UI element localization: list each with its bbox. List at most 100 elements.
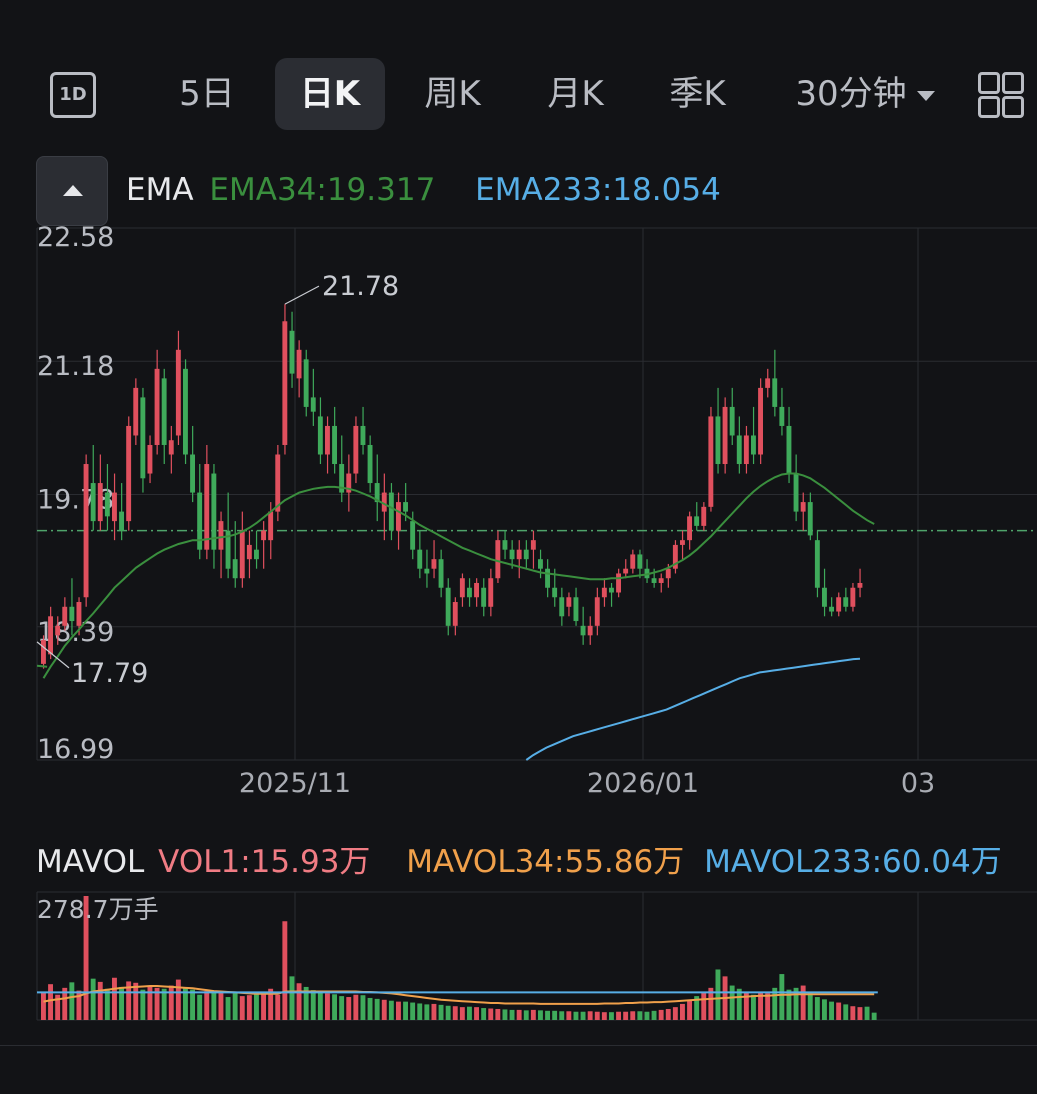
candle-body [502, 540, 508, 550]
volume-bar [346, 997, 352, 1020]
candle-body [104, 492, 110, 517]
candle-body [197, 492, 203, 550]
tab-5day[interactable]: 5日 [179, 74, 235, 114]
volume-bar [104, 988, 110, 1020]
volume-bar [758, 991, 763, 1020]
volume-bar [126, 981, 132, 1020]
volume-bar [665, 1008, 671, 1020]
candle-body [758, 387, 763, 455]
candle-body [601, 587, 607, 598]
volume-bar [623, 1011, 629, 1020]
candle-body [623, 568, 629, 574]
candle-body [268, 511, 274, 541]
volume-bar [459, 1007, 465, 1020]
volume-bar [90, 978, 96, 1020]
tab-week-k[interactable]: 周K [424, 74, 481, 114]
volume-bar [254, 994, 259, 1020]
volume-bar [701, 992, 707, 1020]
volume-bar [445, 1005, 451, 1020]
volume-bar [552, 1010, 558, 1020]
tab-30min-label: 30分钟 [795, 74, 907, 114]
candle-body [346, 473, 352, 493]
candle-body [112, 492, 117, 522]
volume-bar [481, 1008, 487, 1020]
candle-body [374, 483, 380, 503]
candle-body [630, 554, 636, 569]
period-tabs: 1D 5日 日K 周K 月K 季K 30分钟 [0, 58, 1037, 132]
candle-body [69, 606, 75, 622]
min-pointer [36, 641, 70, 669]
volume-bar [55, 994, 61, 1020]
candle-body [637, 554, 643, 569]
candle-body [388, 492, 394, 531]
candle-body [161, 378, 167, 445]
candle-body [218, 521, 224, 550]
volume-bar [403, 1001, 408, 1020]
volume-bar [268, 988, 274, 1020]
volume-bar [616, 1011, 621, 1020]
y-tick-label: 16.99 [37, 734, 114, 765]
tab-month-k[interactable]: 月K [547, 74, 604, 114]
volume-bar [119, 986, 124, 1020]
candle-body [339, 464, 345, 493]
y-tick-label: 21.18 [37, 351, 114, 382]
candle-body [41, 640, 46, 664]
candle-body [90, 483, 96, 522]
candle-body [751, 435, 756, 455]
candle-body [289, 330, 295, 374]
volume-bar [488, 1008, 494, 1020]
candle-body [133, 387, 139, 436]
collapse-indicator-button[interactable] [36, 156, 108, 226]
volume-bar [807, 991, 813, 1020]
volume-max-label: 278.7万手 [37, 895, 159, 924]
volume-bar [644, 1011, 650, 1020]
volume-bar [836, 1002, 842, 1020]
min-price-label: 17.79 [71, 658, 148, 689]
volume-bar [161, 988, 167, 1020]
volume-bar [112, 977, 117, 1020]
tab-1d[interactable]: 1D [50, 72, 96, 118]
candle-body [729, 406, 735, 436]
volume-bar [211, 991, 217, 1020]
volume-bar [303, 986, 309, 1020]
candle-body [516, 549, 522, 560]
candle-body [488, 578, 494, 607]
candle-body [317, 416, 323, 455]
candle-body [772, 378, 778, 407]
layout-grid-icon[interactable] [978, 72, 1024, 118]
candle-body [183, 368, 188, 455]
tab-season-k[interactable]: 季K [669, 74, 726, 114]
volume-bar [829, 1001, 834, 1020]
volume-bar [523, 1010, 529, 1020]
candle-body [736, 435, 742, 465]
volume-bar [573, 1011, 579, 1020]
candle-body [147, 444, 153, 474]
volume-bar [225, 997, 231, 1020]
volume-bar [779, 974, 785, 1020]
volume-legend: MAVOL VOL1:15.93万 MAVOL34:55.86万 MAVOL23… [36, 836, 1002, 881]
candle-body [743, 435, 749, 465]
candle-body [467, 587, 472, 598]
caret-down-icon [916, 90, 935, 101]
candle-body [126, 425, 132, 522]
ema34-line [42, 472, 875, 679]
volume-bar [715, 969, 721, 1020]
candle-body [76, 602, 82, 626]
volume-bar [183, 987, 188, 1020]
candle-body [154, 368, 160, 445]
candle-body [431, 559, 437, 569]
candle-body [119, 511, 124, 531]
candle-body [459, 578, 465, 598]
candle-body [701, 506, 707, 526]
tab-30min[interactable]: 30分钟 [785, 58, 945, 130]
candle-body [417, 549, 423, 569]
volume-bar [850, 1006, 856, 1020]
volume-bar [601, 1012, 607, 1020]
volume-bar [76, 990, 82, 1020]
candle-body [715, 416, 721, 465]
candle-body [687, 516, 692, 541]
candle-body [594, 597, 600, 626]
volume-bar [417, 1003, 423, 1020]
candle-body [83, 464, 89, 598]
tab-day-k[interactable]: 日K [275, 58, 385, 130]
